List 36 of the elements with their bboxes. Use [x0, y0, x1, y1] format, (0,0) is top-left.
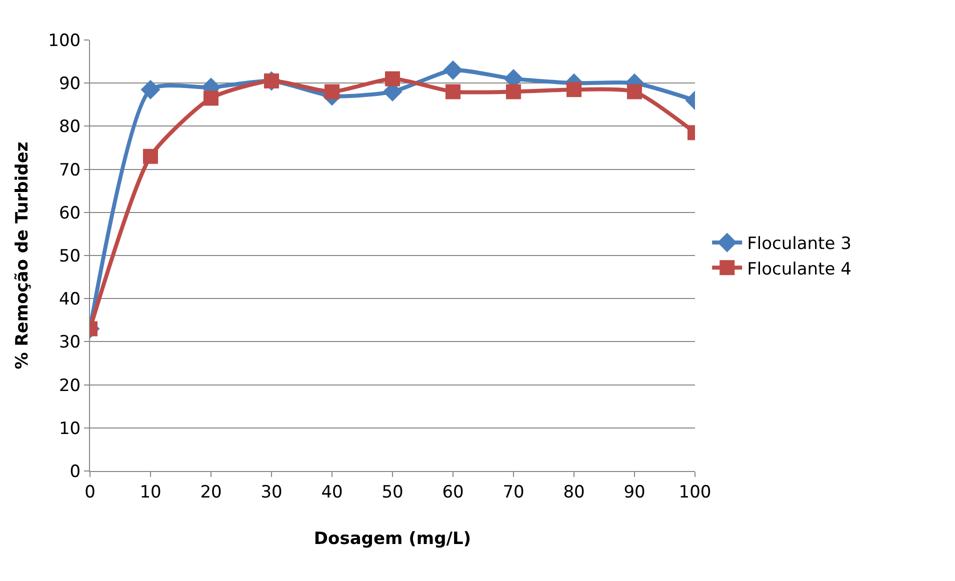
- x-tick-label: 0: [84, 482, 96, 502]
- point: [143, 148, 158, 164]
- point: [446, 84, 460, 100]
- x-tick-label: 20: [200, 482, 222, 502]
- point: [140, 80, 160, 100]
- point: [566, 82, 582, 98]
- point: [204, 90, 218, 106]
- point: [506, 84, 521, 100]
- y-tick-label: 100: [48, 30, 81, 51]
- y-tick-label: 90: [58, 74, 81, 94]
- point: [324, 84, 340, 100]
- x-axis-title: Dosagem (mg/L): [314, 528, 472, 549]
- y-tick-label: 80: [58, 117, 81, 138]
- y-tick-label: 40: [58, 290, 81, 310]
- y-tick-label: 30: [58, 332, 81, 353]
- x-tick-label: 70: [502, 482, 524, 502]
- x-tick-label: 80: [563, 482, 585, 502]
- x-tick-label: 40: [321, 482, 343, 502]
- y-tick-label: 10: [58, 418, 81, 439]
- x-tick-label: 60: [442, 482, 464, 502]
- legend-label: Floculante 4: [747, 259, 852, 280]
- y-tick-label: 50: [58, 246, 81, 266]
- y-tick-label: 60: [58, 203, 81, 224]
- y-tick-label: 20: [58, 376, 81, 396]
- point: [627, 84, 642, 100]
- y-tick-label: 70: [58, 160, 81, 180]
- x-tick-label: 100: [678, 482, 712, 502]
- y-tick-label: 0: [70, 462, 81, 482]
- x-tick-label: 90: [624, 482, 646, 502]
- point: [385, 71, 400, 86]
- y-axis-title: % Remoção de Turbidez: [12, 142, 33, 370]
- x-tick-label: 50: [382, 482, 404, 502]
- x-tick-label: 10: [140, 482, 162, 502]
- legend-label: Floculante 3: [747, 234, 852, 254]
- x-tick-label: 30: [260, 482, 282, 502]
- point: [443, 60, 463, 80]
